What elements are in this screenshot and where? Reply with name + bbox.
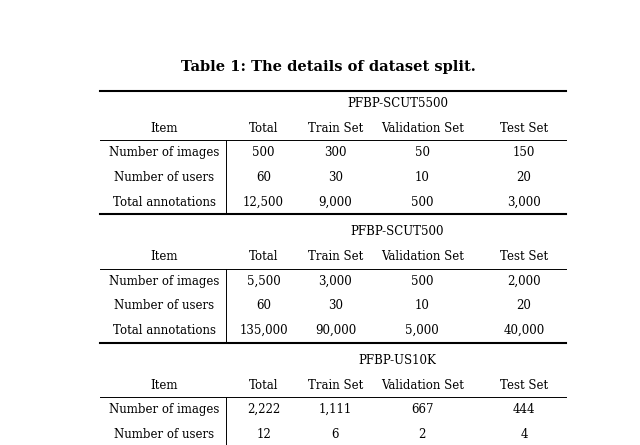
Text: 90,000: 90,000 <box>315 324 356 337</box>
Text: 60: 60 <box>256 299 271 312</box>
Text: Table 1: The details of dataset split.: Table 1: The details of dataset split. <box>180 60 476 74</box>
Text: 9,000: 9,000 <box>319 196 352 209</box>
Text: 150: 150 <box>513 146 535 159</box>
Text: PFBP-SCUT5500: PFBP-SCUT5500 <box>347 97 448 110</box>
Text: Total: Total <box>249 250 278 263</box>
Text: Test Set: Test Set <box>500 379 548 392</box>
Text: 667: 667 <box>411 403 433 416</box>
Text: 135,000: 135,000 <box>239 324 288 337</box>
Text: Total annotations: Total annotations <box>113 324 216 337</box>
Text: 10: 10 <box>415 299 429 312</box>
Text: Number of users: Number of users <box>115 428 214 441</box>
Text: 2,000: 2,000 <box>507 275 541 288</box>
Text: Train Set: Train Set <box>308 379 363 392</box>
Text: 5,500: 5,500 <box>246 275 280 288</box>
Text: 30: 30 <box>328 171 343 184</box>
Text: Item: Item <box>150 379 178 392</box>
Text: Validation Set: Validation Set <box>381 121 463 134</box>
Text: 2,222: 2,222 <box>247 403 280 416</box>
Text: 6: 6 <box>332 428 339 441</box>
Text: 12,500: 12,500 <box>243 196 284 209</box>
Text: 300: 300 <box>324 146 347 159</box>
Text: Item: Item <box>150 121 178 134</box>
Text: 500: 500 <box>252 146 275 159</box>
Text: 30: 30 <box>328 299 343 312</box>
Text: 2: 2 <box>419 428 426 441</box>
Text: 20: 20 <box>516 299 531 312</box>
Text: Total: Total <box>249 379 278 392</box>
Text: Number of users: Number of users <box>115 171 214 184</box>
Text: 5,000: 5,000 <box>405 324 439 337</box>
Text: 60: 60 <box>256 171 271 184</box>
Text: Number of images: Number of images <box>109 146 220 159</box>
Text: 20: 20 <box>516 171 531 184</box>
Text: Train Set: Train Set <box>308 250 363 263</box>
Text: Item: Item <box>150 250 178 263</box>
Text: 3,000: 3,000 <box>507 196 541 209</box>
Text: 40,000: 40,000 <box>503 324 545 337</box>
Text: 10: 10 <box>415 171 429 184</box>
Text: PFBP-SCUT500: PFBP-SCUT500 <box>351 226 444 239</box>
Text: Test Set: Test Set <box>500 121 548 134</box>
Text: Number of users: Number of users <box>115 299 214 312</box>
Text: Test Set: Test Set <box>500 250 548 263</box>
Text: 3,000: 3,000 <box>319 275 352 288</box>
Text: Train Set: Train Set <box>308 121 363 134</box>
Text: 500: 500 <box>411 275 433 288</box>
Text: Number of images: Number of images <box>109 403 220 416</box>
Text: PFBP-US10K: PFBP-US10K <box>358 354 436 367</box>
Text: 1,111: 1,111 <box>319 403 352 416</box>
Text: Number of images: Number of images <box>109 275 220 288</box>
Text: 12: 12 <box>256 428 271 441</box>
Text: 4: 4 <box>520 428 527 441</box>
Text: Total annotations: Total annotations <box>113 196 216 209</box>
Text: 50: 50 <box>415 146 429 159</box>
Text: 444: 444 <box>513 403 535 416</box>
Text: Validation Set: Validation Set <box>381 250 463 263</box>
Text: Total: Total <box>249 121 278 134</box>
Text: Validation Set: Validation Set <box>381 379 463 392</box>
Text: 500: 500 <box>411 196 433 209</box>
